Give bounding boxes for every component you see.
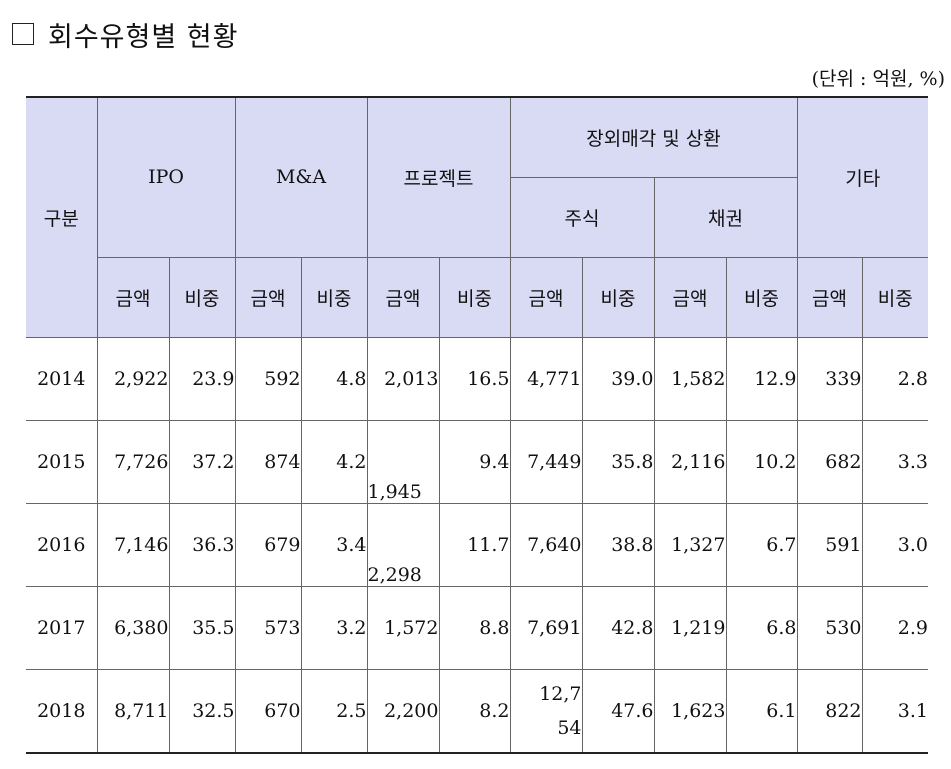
other-amount-cell: 339 — [796, 336, 863, 421]
header-offmarket: 장외매각 및 상환 — [509, 96, 798, 178]
bond-share-cell: 12.9 — [725, 336, 798, 421]
stock-amount-cell: 7,640 — [509, 502, 583, 587]
project-share-cell: 9.4 — [438, 419, 511, 504]
year-cell: 2017 — [26, 585, 98, 670]
table-row: 2014 2,922 23.9 592 4.8 2,013 16.5 4,771… — [26, 336, 928, 421]
other-share-cell: 2.9 — [861, 585, 928, 670]
year-cell: 2016 — [26, 502, 98, 587]
other-amount-cell: 591 — [796, 502, 863, 587]
stock-share-cell: 39.0 — [581, 336, 655, 421]
ma-share-cell: 2.5 — [300, 668, 368, 754]
other-share-cell: 3.1 — [861, 668, 928, 754]
bond-amount-cell: 1,623 — [653, 668, 727, 754]
ma-amount-cell: 670 — [234, 668, 302, 754]
ipo-share-cell: 37.2 — [168, 419, 236, 504]
project-share-cell: 8.2 — [438, 668, 511, 754]
stock-share-cell: 38.8 — [581, 502, 655, 587]
header-share: 비중 — [438, 256, 511, 338]
header-amount: 금액 — [796, 256, 863, 338]
recovery-type-table: 구분 IPO M&A 프로젝트 장외매각 및 상환 기타 주식 채권 금액 비중… — [26, 96, 928, 754]
unit-note: (단위 : 억원, %) — [811, 68, 945, 90]
table-row: 2016 7,146 36.3 679 3.4 2,298 11.7 7,640… — [26, 502, 928, 587]
header-share: 비중 — [861, 256, 928, 338]
project-share-cell: 8.8 — [438, 585, 511, 670]
stock-amount-cell: 12,754 — [509, 668, 583, 754]
bond-share-cell: 6.7 — [725, 502, 798, 587]
other-share-cell: 3.0 — [861, 502, 928, 587]
stock-amount-cell: 7,691 — [509, 585, 583, 670]
ipo-share-cell: 32.5 — [168, 668, 236, 754]
project-amount-cell: 2,298 — [366, 502, 440, 587]
header-amount: 금액 — [234, 256, 302, 338]
ipo-amount-cell: 6,380 — [96, 585, 170, 670]
header-share: 비중 — [581, 256, 655, 338]
bond-amount-cell: 1,327 — [653, 502, 727, 587]
table-row: 2015 7,726 37.2 874 4.2 1,945 9.4 7,449 … — [26, 419, 928, 504]
bond-share-cell: 6.8 — [725, 585, 798, 670]
other-amount-cell: 682 — [796, 419, 863, 504]
header-amount: 금액 — [509, 256, 583, 338]
bond-amount-cell: 1,582 — [653, 336, 727, 421]
bond-share-cell: 10.2 — [725, 419, 798, 504]
header-amount: 금액 — [653, 256, 727, 338]
year-cell: 2014 — [26, 336, 98, 421]
ipo-amount-cell: 7,146 — [96, 502, 170, 587]
header-project: 프로젝트 — [366, 96, 511, 258]
header-share: 비중 — [168, 256, 236, 338]
other-amount-cell: 822 — [796, 668, 863, 754]
ipo-amount-cell: 8,711 — [96, 668, 170, 754]
ma-share-cell: 3.2 — [300, 585, 368, 670]
ma-amount-cell: 679 — [234, 502, 302, 587]
page-title: 회수유형별 현황 — [12, 14, 238, 54]
ma-share-cell: 4.2 — [300, 419, 368, 504]
stock-amount-cell: 7,449 — [509, 419, 583, 504]
header-other: 기타 — [796, 96, 928, 258]
other-share-cell: 3.3 — [861, 419, 928, 504]
bond-amount-cell: 1,219 — [653, 585, 727, 670]
ipo-share-cell: 23.9 — [168, 336, 236, 421]
ma-share-cell: 4.8 — [300, 336, 368, 421]
page-title-text: 회수유형별 현황 — [48, 21, 239, 53]
bond-share-cell: 6.1 — [725, 668, 798, 754]
ipo-share-cell: 35.5 — [168, 585, 236, 670]
header-share: 비중 — [300, 256, 368, 338]
ipo-amount-cell: 7,726 — [96, 419, 170, 504]
ipo-share-cell: 36.3 — [168, 502, 236, 587]
header-share: 비중 — [725, 256, 798, 338]
stock-share-cell: 42.8 — [581, 585, 655, 670]
header-ma: M&A — [234, 96, 368, 258]
project-share-cell: 11.7 — [438, 502, 511, 587]
header-bond: 채권 — [653, 176, 798, 258]
other-amount-cell: 530 — [796, 585, 863, 670]
year-cell: 2018 — [26, 668, 98, 754]
project-amount-cell: 1,945 — [366, 419, 440, 504]
project-share-cell: 16.5 — [438, 336, 511, 421]
other-share-cell: 2.8 — [861, 336, 928, 421]
ipo-amount-cell: 2,922 — [96, 336, 170, 421]
ma-amount-cell: 573 — [234, 585, 302, 670]
stock-amount-cell: 4,771 — [509, 336, 583, 421]
header-stock: 주식 — [509, 176, 655, 258]
project-amount-cell: 2,200 — [366, 668, 440, 754]
header-amount: 금액 — [366, 256, 440, 338]
project-amount-cell: 1,572 — [366, 585, 440, 670]
ma-amount-cell: 874 — [234, 419, 302, 504]
checkbox-square-icon — [12, 23, 34, 45]
bond-amount-cell: 2,116 — [653, 419, 727, 504]
table-row: 2018 8,711 32.5 670 2.5 2,200 8.2 12,754… — [26, 668, 928, 754]
stock-share-cell: 35.8 — [581, 419, 655, 504]
year-cell: 2015 — [26, 419, 98, 504]
header-category: 구분 — [26, 96, 98, 338]
project-amount-cell: 2,013 — [366, 336, 440, 421]
table-row: 2017 6,380 35.5 573 3.2 1,572 8.8 7,691 … — [26, 585, 928, 670]
ma-amount-cell: 592 — [234, 336, 302, 421]
stock-share-cell: 47.6 — [581, 668, 655, 754]
header-amount: 금액 — [96, 256, 170, 338]
stock-amount-wrapped-text: 12,754 — [539, 682, 582, 739]
header-ipo: IPO — [96, 96, 236, 258]
ma-share-cell: 3.4 — [300, 502, 368, 587]
